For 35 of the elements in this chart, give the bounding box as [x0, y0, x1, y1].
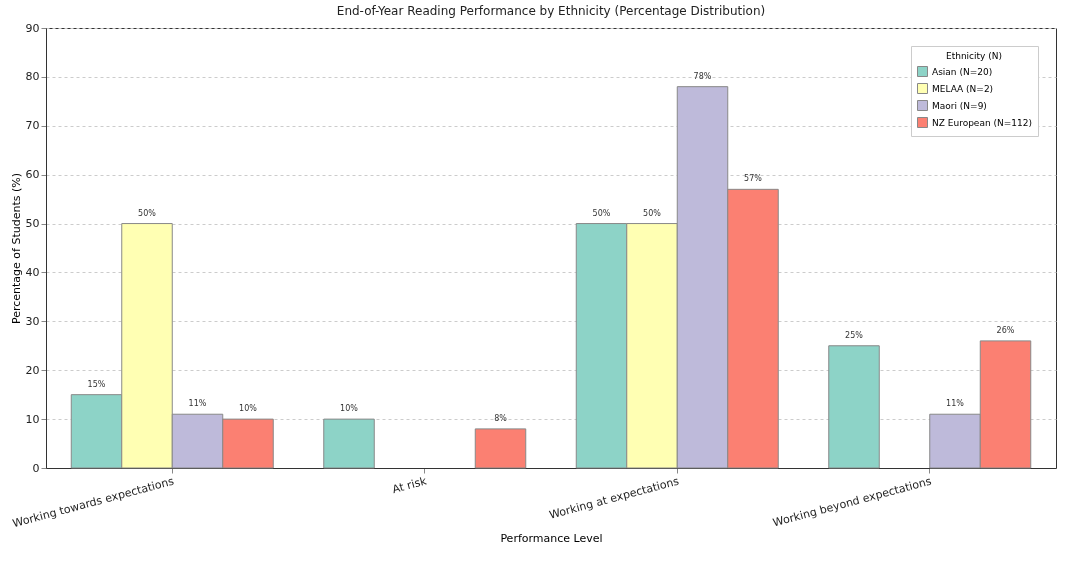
data-label: 50%	[138, 208, 157, 218]
data-label: 25%	[845, 330, 864, 340]
data-label: 78%	[693, 71, 712, 81]
y-tick-label: 80	[25, 70, 40, 84]
chart-title: End-of-Year Reading Performance by Ethnicity (Percentage Distribution)	[336, 4, 766, 18]
data-label: 50%	[643, 208, 662, 218]
x-axis-title: Performance Level	[500, 532, 603, 546]
y-tick-label: 60	[25, 168, 40, 182]
legend-label: NZ European (N=112)	[932, 117, 1032, 128]
data-label: 10%	[239, 404, 258, 414]
y-axis-title: Percentage of Students (%)	[9, 172, 23, 325]
data-label: 10%	[340, 404, 359, 414]
y-tick-label: 50	[25, 217, 40, 231]
data-label: 50%	[592, 208, 611, 218]
data-label: 8%	[494, 413, 508, 423]
data-label: 11%	[188, 399, 207, 409]
x-tick-label: At risk	[390, 474, 429, 497]
y-tick-label: 30	[25, 314, 40, 328]
data-label: 11%	[946, 399, 965, 409]
bar	[828, 345, 880, 469]
legend-label: MELAA (N=2)	[932, 83, 994, 94]
data-label: 15%	[87, 379, 106, 389]
y-tick-label: 20	[25, 363, 40, 377]
data-label: 26%	[996, 325, 1015, 335]
y-tick-label: 0	[32, 461, 40, 475]
bar	[474, 428, 527, 469]
y-tick-label: 90	[25, 21, 40, 35]
bar	[323, 418, 375, 469]
y-tick-label: 10	[25, 412, 40, 426]
legend-label: Maori (N=9)	[932, 100, 987, 111]
y-tick-label: 70	[25, 119, 40, 133]
legend-title: Ethnicity (N)	[945, 51, 1003, 61]
data-label: 57%	[744, 174, 763, 184]
legend-label: Asian (N=20)	[932, 66, 993, 77]
y-tick-label: 40	[25, 265, 40, 279]
